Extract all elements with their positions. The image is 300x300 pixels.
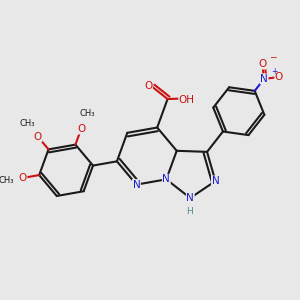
Text: H: H xyxy=(186,207,193,216)
Text: N: N xyxy=(212,176,219,186)
Text: +: + xyxy=(271,67,277,76)
Text: OH: OH xyxy=(179,94,195,104)
Text: O: O xyxy=(258,59,266,69)
Text: O: O xyxy=(34,132,42,142)
Text: N: N xyxy=(163,174,170,184)
Text: CH₃: CH₃ xyxy=(79,109,94,118)
Text: O: O xyxy=(275,72,283,82)
Text: CH₃: CH₃ xyxy=(19,119,35,128)
Text: N: N xyxy=(133,180,140,190)
Text: −: − xyxy=(269,52,276,62)
Text: O: O xyxy=(144,80,152,91)
Text: CH₃: CH₃ xyxy=(0,176,14,185)
Text: O: O xyxy=(77,124,85,134)
Text: O: O xyxy=(19,173,27,183)
Text: N: N xyxy=(260,74,268,84)
Text: N: N xyxy=(186,193,194,203)
